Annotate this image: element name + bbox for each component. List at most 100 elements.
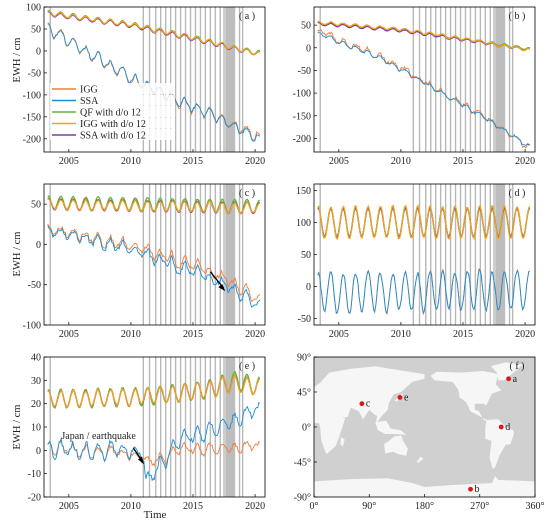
annotation-arrow [209, 271, 226, 292]
panel-c: 2005 2010 2015 2020 50 0 -50 -100 ( c ) [23, 183, 266, 340]
series-line-ssa [47, 225, 261, 308]
gap-band [495, 184, 506, 325]
indonesia [375, 420, 407, 435]
gap-band [225, 184, 236, 325]
legend-bg [50, 106, 175, 117]
y-tick-label: -200 [23, 134, 41, 145]
y-tick-label: -50 [28, 280, 41, 291]
y-tick-label: 0 [36, 446, 41, 457]
panel-label: ( a ) [239, 11, 255, 22]
gap-band [225, 7, 236, 152]
y-tick-label: 50 [301, 21, 311, 32]
y-tick-label: -100 [23, 90, 41, 101]
station-label: a [513, 374, 518, 385]
panel-label: ( e ) [239, 361, 255, 372]
y-tick-label: 100 [26, 3, 41, 14]
x-tick-label: 2020 [245, 329, 265, 340]
australia [384, 435, 408, 456]
station-point [397, 395, 403, 400]
panel-b: 2005 2010 2015 2020 50 0 -50 -100 -150 -200 ( b ) [293, 6, 536, 167]
eurasia-africa [314, 366, 425, 455]
y-tick-label: 50 [301, 250, 311, 261]
series-line-ssa [317, 31, 530, 146]
y-axis-title: EWH / cm [12, 405, 23, 450]
panel-f: 0° 90° 180° 270° 360° 90° 45° 0° -45° -90° a b c d e ( … [294, 353, 545, 513]
greenland [490, 362, 523, 381]
x-tick-label: 2010 [121, 329, 141, 340]
arrow-head [218, 284, 226, 292]
y-tick-label: -150 [23, 112, 41, 123]
axes-frame [313, 6, 536, 153]
x-tick-label: 2010 [391, 156, 411, 167]
legend-label: QF with d/o 12 [80, 108, 141, 119]
y-tick-label: 50 [31, 24, 41, 35]
series-line-igg-do12 [47, 374, 260, 409]
axes-frame [43, 6, 266, 153]
gap-band [495, 7, 506, 152]
x-tick-label: 2015 [183, 156, 203, 167]
station-point [506, 376, 512, 382]
station-point [468, 486, 473, 492]
x-tick-label: 90° [362, 501, 376, 512]
y-tick-label: 0 [306, 282, 311, 293]
y-tick-label: 0 [36, 240, 41, 251]
legend-label: SSA with d/o 12 [80, 131, 146, 142]
map-land [314, 362, 535, 497]
panel-label: ( c ) [239, 188, 255, 199]
y-tick-label: 0 [306, 43, 311, 54]
x-tick-label: 360° [526, 501, 545, 512]
x-tick-label: 2015 [453, 329, 473, 340]
station-label: b [475, 484, 480, 495]
y-tick-label: -200 [293, 134, 311, 145]
annotation-arrow [132, 447, 144, 465]
y-tick-label: 0° [302, 423, 311, 434]
x-tick-label: 270° [470, 501, 489, 512]
y-tick-label: 50 [31, 200, 41, 211]
station-label: d [505, 422, 510, 433]
x-axis-title: Time [144, 509, 167, 521]
legend-label: SSA [80, 96, 99, 107]
legend-bg [50, 117, 175, 129]
station-point [498, 424, 504, 430]
y-tick-label: 0 [36, 46, 41, 57]
x-tick-label: 2020 [245, 501, 265, 512]
x-tick-label: 2010 [121, 501, 141, 512]
x-tick-label: 2005 [59, 329, 79, 340]
panel-label: ( f ) [510, 361, 525, 372]
y-tick-label: -10 [28, 469, 41, 480]
x-tick-label: 2015 [183, 501, 203, 512]
y-tick-label: 150 [296, 186, 311, 197]
x-tick-label: 2015 [183, 329, 203, 340]
x-tick-label: 2020 [515, 156, 535, 167]
y-tick-label: -100 [293, 89, 311, 100]
y-tick-label: 20 [31, 399, 41, 410]
y-tick-label: -90° [294, 493, 311, 504]
arrow-head [137, 456, 144, 465]
y-axis-title: EWH / cm [12, 38, 23, 83]
axes-frame [43, 183, 266, 326]
series-line-igg-do12 [317, 20, 531, 52]
series-line-igg [47, 223, 261, 302]
panel-label: ( b ) [509, 11, 526, 22]
x-tick-label: 2020 [245, 156, 265, 167]
americas [430, 371, 515, 469]
antarctica [314, 476, 535, 497]
y-tick-label: 10 [31, 423, 41, 434]
legend-bg [50, 129, 175, 140]
panel-d: 2005 2010 2015 2020 150 100 50 0 -50 ( d ) [296, 183, 536, 340]
station-label: e [404, 392, 409, 403]
x-tick-label: 2005 [59, 156, 79, 167]
x-tick-label: 2005 [329, 156, 349, 167]
y-tick-label: 40 [31, 353, 41, 364]
series-line-ssa [47, 401, 261, 482]
annotation-text: Japan / earthquake [61, 431, 136, 442]
panel-label: ( d ) [509, 188, 526, 199]
y-tick-label: 100 [296, 218, 311, 229]
y-tick-label: -100 [23, 321, 41, 332]
y-tick-label: -150 [293, 111, 311, 122]
x-tick-label: 2005 [329, 329, 349, 340]
legend-bg [50, 83, 175, 94]
